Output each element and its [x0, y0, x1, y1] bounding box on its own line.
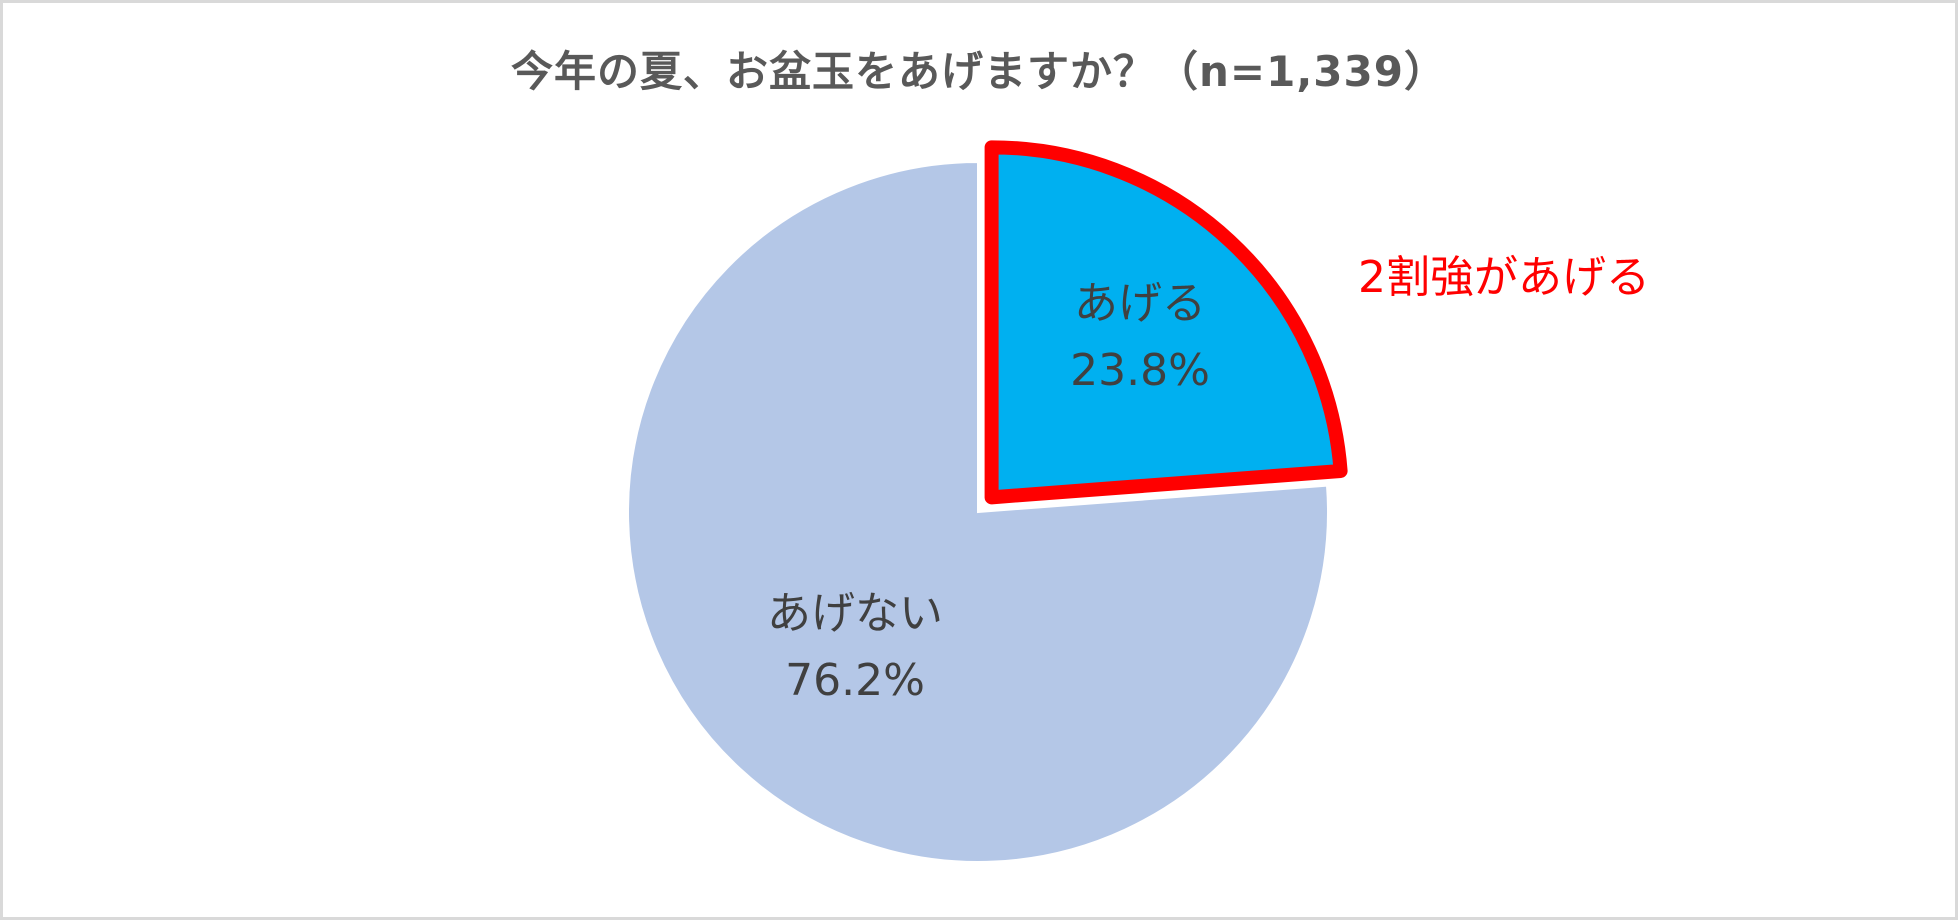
slice-label-agenai: あげない	[767, 588, 943, 639]
chart-title: 今年の夏、お盆玉をあげますか？（n=1,339）	[511, 47, 1447, 96]
pie-slices	[627, 140, 1348, 863]
slice-value-ageru: 23.8%	[1070, 345, 1210, 396]
pie-slice-ageru	[984, 140, 1348, 505]
slice-label-ageru: あげる	[1074, 278, 1206, 329]
pie-slice-agenai	[627, 160, 1329, 863]
callout-annotation: 2割強があげる	[1358, 252, 1650, 303]
slice-value-agenai: 76.2%	[785, 655, 925, 706]
